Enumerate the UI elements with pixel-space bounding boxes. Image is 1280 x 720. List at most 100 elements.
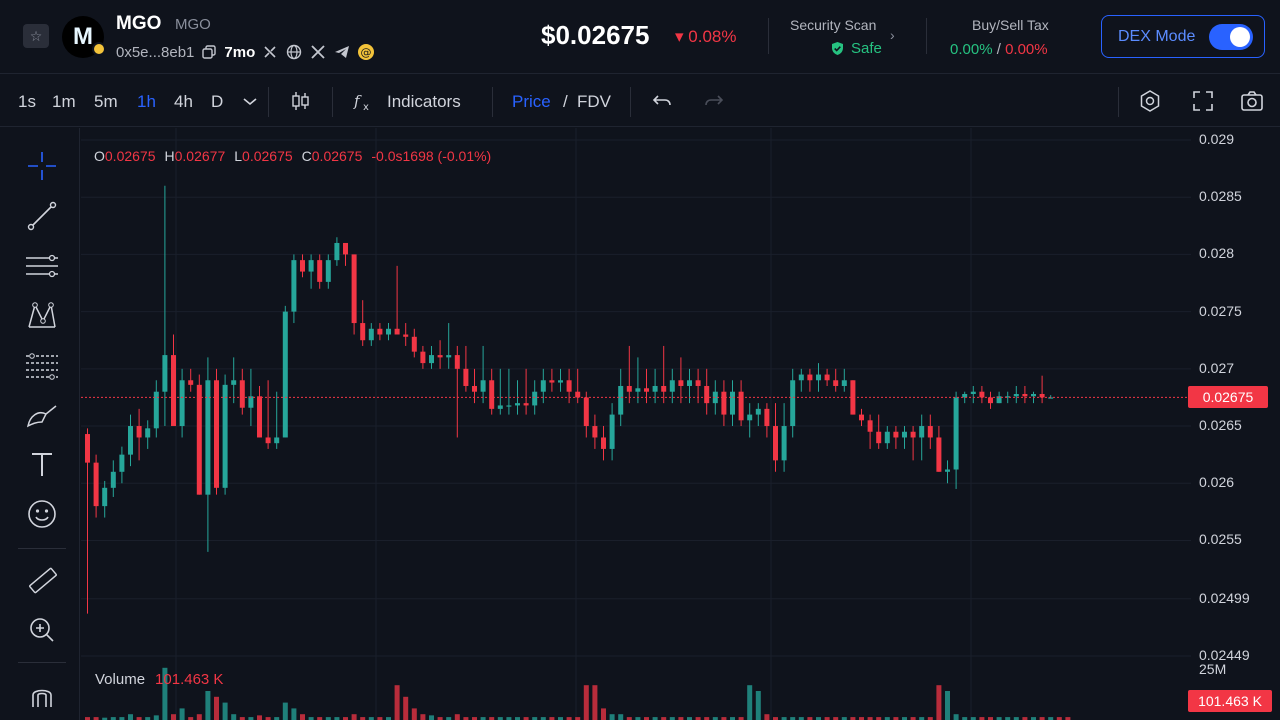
candle-body	[549, 380, 555, 383]
volume-bar	[1065, 717, 1071, 720]
volume-bar	[411, 708, 417, 720]
volume-bar	[1022, 717, 1028, 720]
camera-icon[interactable]	[1240, 89, 1264, 113]
volume-bar	[93, 717, 99, 720]
candle	[446, 323, 452, 369]
telegram-icon[interactable]	[333, 43, 351, 61]
candle-body	[755, 408, 761, 415]
text-tool-icon[interactable]	[22, 444, 62, 484]
candle-body	[876, 431, 882, 444]
candle-body	[807, 374, 813, 381]
volume-bar	[188, 717, 194, 720]
candle-body	[1005, 396, 1011, 398]
dex-mode-button[interactable]: DEX Mode	[1101, 15, 1265, 58]
candle-body	[222, 384, 228, 488]
magnet-icon[interactable]	[22, 676, 62, 716]
settings-gear-icon[interactable]	[1138, 89, 1162, 113]
emoji-tool-icon[interactable]	[22, 494, 62, 534]
header-bar: ☆ M MGO MGO 0x5e...8eb1 7mo @ $0.02675 ▾…	[0, 0, 1280, 74]
coin-at-icon[interactable]: @	[357, 43, 375, 61]
candle	[377, 323, 383, 341]
volume-bar	[128, 714, 133, 720]
candle-body	[919, 426, 925, 438]
volume-axis-label: 25M	[1199, 661, 1227, 677]
candle	[824, 368, 830, 386]
fx-indicators-icon[interactable]: f x	[352, 89, 376, 113]
timeframe-4h[interactable]: 4h	[174, 92, 193, 111]
crosshair-tool-icon[interactable]	[22, 146, 62, 186]
indicators-button[interactable]: Indicators	[387, 92, 461, 111]
price-mode-toggle[interactable]: Price	[512, 92, 551, 111]
candle-body	[678, 380, 684, 386]
copy-icon[interactable]	[200, 43, 218, 61]
volume-bar	[669, 717, 675, 720]
candle-body	[790, 380, 796, 427]
x-twitter-icon[interactable]	[309, 43, 327, 61]
security-status[interactable]: Safe	[830, 40, 882, 57]
ruler-tool-icon[interactable]	[22, 560, 62, 600]
favorite-star-icon[interactable]: ☆	[23, 24, 49, 48]
timeframe-1m[interactable]: 1m	[52, 92, 76, 111]
volume-bar	[239, 717, 245, 720]
pattern-tool-icon[interactable]	[22, 296, 62, 336]
candles-icon[interactable]	[288, 89, 312, 113]
candle-body	[205, 380, 211, 495]
candle-body	[1013, 393, 1019, 397]
volume-bar	[472, 717, 477, 720]
trend-line-tool-icon[interactable]	[22, 196, 62, 236]
shield-check-icon	[832, 42, 843, 55]
globe-icon[interactable]	[285, 43, 303, 61]
candle-body	[1039, 393, 1045, 398]
fib-tool-icon[interactable]	[22, 346, 62, 386]
candle-body	[781, 426, 787, 461]
volume-bar	[300, 714, 305, 720]
timeframe-d[interactable]: D	[211, 92, 224, 111]
horizontal-lines-tool-icon[interactable]	[22, 246, 62, 286]
dex-mode-toggle[interactable]	[1209, 23, 1254, 50]
ohlc-close-key: C	[301, 148, 312, 164]
volume-bar	[652, 717, 658, 720]
candle-body	[411, 336, 417, 352]
volume-bar	[558, 717, 563, 720]
volume-bar	[798, 717, 804, 720]
tools-icon[interactable]	[261, 43, 279, 61]
candle-body	[515, 403, 520, 406]
volume-bar	[1031, 717, 1036, 720]
price-change: ▾ 0.08%	[675, 27, 736, 47]
candle-body	[334, 242, 340, 261]
price-chart[interactable]	[81, 128, 1280, 720]
security-scan-title[interactable]: Security Scan	[790, 17, 877, 33]
token-name: MGO	[116, 13, 162, 34]
candle	[1013, 385, 1019, 404]
candle	[386, 323, 391, 341]
chevron-down-icon[interactable]	[238, 89, 262, 113]
volume-bar	[222, 702, 228, 720]
fdv-mode-toggle[interactable]: FDV	[577, 92, 611, 111]
redo-icon[interactable]	[702, 89, 726, 113]
volume-bar	[678, 717, 684, 720]
chevron-right-icon[interactable]: ›	[890, 27, 895, 43]
candle-body	[970, 391, 976, 394]
candle-body	[325, 260, 331, 282]
zoom-in-icon[interactable]	[22, 610, 62, 650]
candle-body	[644, 388, 649, 392]
candle	[222, 374, 228, 495]
candle	[231, 357, 237, 404]
volume-bar	[480, 717, 486, 720]
fullscreen-icon[interactable]	[1191, 89, 1215, 113]
candle-body	[962, 393, 968, 398]
candle	[429, 345, 434, 369]
ohlc-change: -0.0s1698 (-0.01%)	[371, 148, 492, 164]
brush-tool-icon[interactable]	[22, 396, 62, 436]
candle-body	[454, 355, 460, 369]
candle-body	[429, 355, 434, 364]
undo-icon[interactable]	[650, 89, 674, 113]
timeframe-1h[interactable]: 1h	[137, 92, 156, 111]
volume-bar	[489, 717, 495, 720]
price-axis-tick: 0.029	[1199, 131, 1235, 147]
timeframe-5m[interactable]: 5m	[94, 92, 118, 111]
current-price: $0.02675	[541, 20, 650, 50]
candle	[205, 357, 211, 552]
timeframe-1s[interactable]: 1s	[18, 92, 36, 111]
volume-bar	[403, 696, 409, 720]
